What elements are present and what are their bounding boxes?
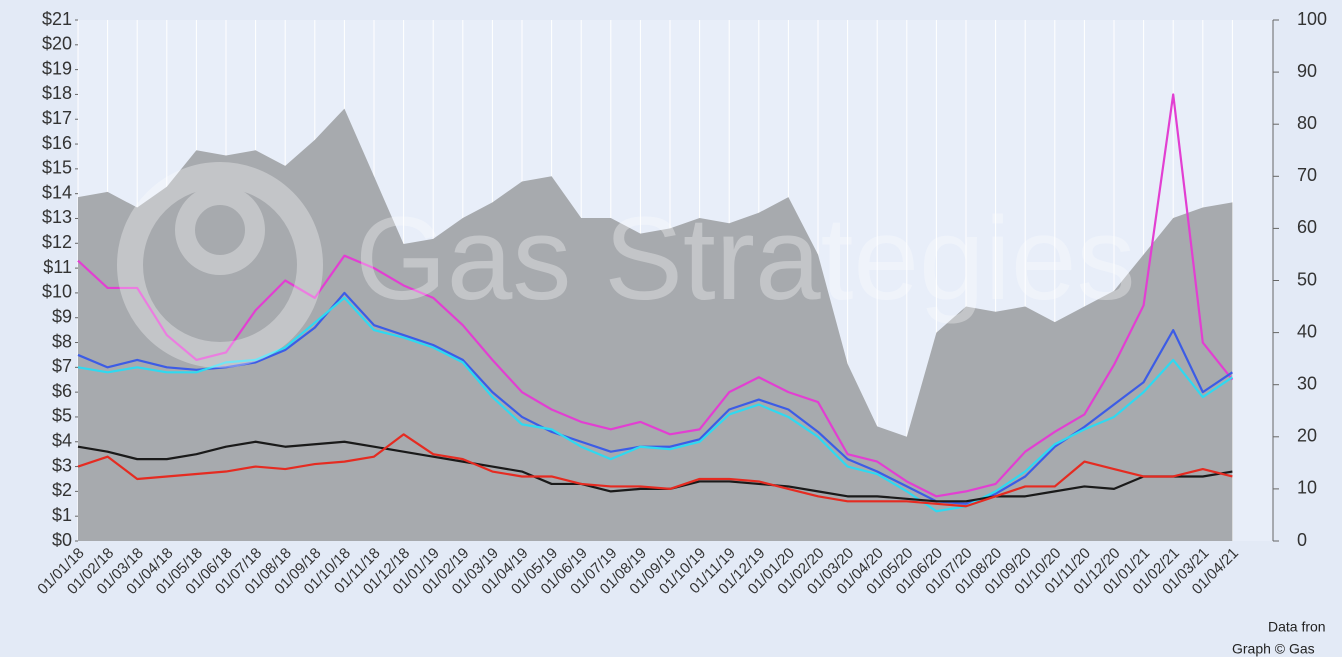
y-tick-label: $3 [52, 455, 72, 475]
y-tick-label: $20 [42, 34, 72, 54]
y-tick-label: $2 [52, 480, 72, 500]
y-tick-label: $12 [42, 232, 72, 252]
y-tick-label: $8 [52, 331, 72, 351]
y-tick-label: $17 [42, 108, 72, 128]
y2-tick-label: 90 [1297, 61, 1317, 81]
watermark: Gas Strategies [355, 193, 1135, 325]
y2-tick-label: 20 [1297, 426, 1317, 446]
y-tick-label: $14 [42, 182, 72, 202]
y-tick-label: $13 [42, 207, 72, 227]
y-tick-label: $10 [42, 282, 72, 302]
watermark-logo [117, 162, 323, 368]
y-tick-label: $9 [52, 306, 72, 326]
credit-note: Graph © Gas [1232, 641, 1315, 657]
source-note: Data fron [1268, 619, 1326, 635]
y2-tick-label: 70 [1297, 165, 1317, 185]
y2-tick-label: 10 [1297, 478, 1317, 498]
y-tick-label: $21 [42, 9, 72, 29]
y2-tick-label: 80 [1297, 113, 1317, 133]
y2-tick-label: 50 [1297, 269, 1317, 289]
line [77, 433, 1233, 508]
line [77, 93, 1234, 498]
y2-tick-label: 30 [1297, 373, 1317, 393]
line [77, 296, 1234, 513]
y-tick-label: $7 [52, 356, 72, 376]
y-tick-label: $0 [52, 530, 72, 550]
y-tick-label: $6 [52, 381, 72, 401]
y2-tick-label: 100 [1297, 9, 1327, 29]
y2-tick-label: 0 [1297, 530, 1307, 550]
y-tick-label: $1 [52, 505, 72, 525]
y-tick-label: $18 [42, 83, 72, 103]
y2-tick-label: 60 [1297, 217, 1317, 237]
y-tick-label: $16 [42, 133, 72, 153]
y-tick-label: $4 [52, 431, 72, 451]
area [78, 108, 1233, 541]
y-tick-label: $11 [43, 257, 72, 277]
y-tick-label: $5 [52, 406, 72, 426]
y-tick-label: $19 [42, 58, 72, 78]
y2-tick-label: 40 [1297, 321, 1317, 341]
line [77, 440, 1233, 503]
y-tick-label: $15 [42, 158, 72, 178]
line [77, 291, 1234, 505]
